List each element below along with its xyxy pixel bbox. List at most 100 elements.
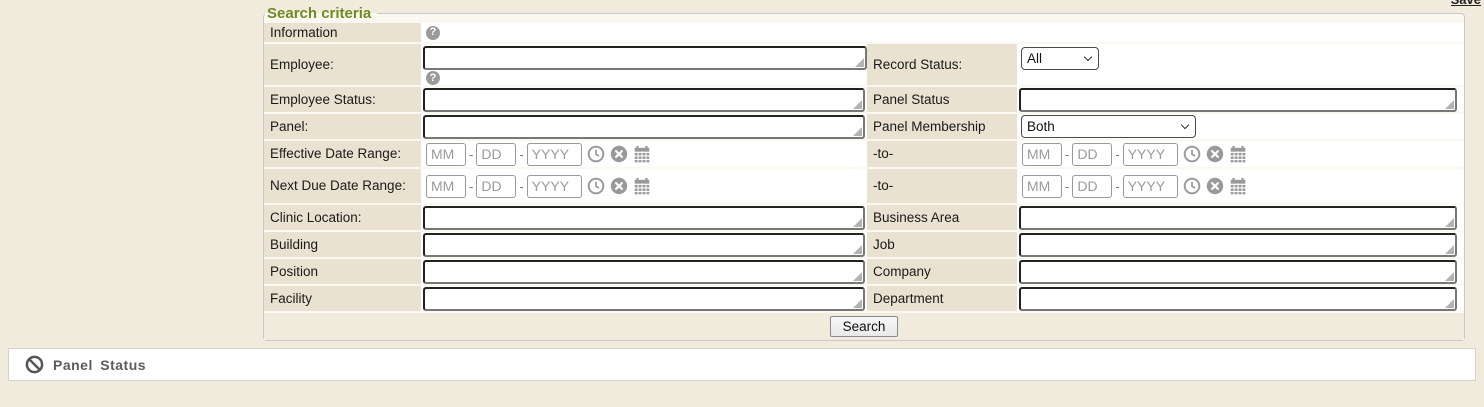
employee-input[interactable] [423, 46, 867, 70]
employee-row: Employee: ? Record Status: All [264, 44, 1464, 87]
building-input[interactable] [423, 232, 865, 257]
clock-icon[interactable] [587, 177, 605, 195]
date-range-inputs: - - [426, 174, 651, 198]
information-content: ? [421, 23, 1464, 42]
resize-grip[interactable] [1445, 217, 1454, 227]
date-separator: - [469, 178, 474, 194]
resize-grip[interactable] [853, 244, 862, 254]
company-input[interactable] [1019, 259, 1457, 284]
month-input[interactable] [1022, 142, 1062, 166]
clear-icon[interactable] [610, 177, 628, 195]
employee-label: Employee: [264, 44, 421, 85]
resize-grip[interactable] [1445, 271, 1454, 281]
calendar-icon[interactable] [633, 145, 651, 163]
calendar-icon[interactable] [1229, 177, 1247, 195]
save-link-clipped: Save [1451, 0, 1481, 9]
date-separator: - [1115, 178, 1120, 194]
panel-status-section-header[interactable]: Panel Status [8, 348, 1476, 381]
panel-label: Panel: [264, 114, 421, 139]
resize-grip[interactable] [1445, 244, 1454, 254]
year-input[interactable] [1122, 174, 1178, 198]
resize-grip[interactable] [1445, 99, 1454, 109]
resize-grip[interactable] [853, 298, 862, 308]
panel-input[interactable] [423, 114, 865, 139]
help-icon[interactable]: ? [426, 25, 440, 40]
record-status-label: Record Status: [867, 44, 1017, 85]
panel-status-cell [1017, 87, 1464, 112]
date-separator: - [1065, 178, 1070, 194]
day-input[interactable] [1072, 174, 1113, 198]
calendar-icon[interactable] [633, 177, 651, 195]
position-cell [421, 259, 867, 284]
search-button[interactable]: Search [829, 316, 899, 337]
effective-date-range-label: Effective Date Range: [264, 141, 421, 167]
job-cell [1017, 232, 1464, 257]
panel-input-cell [421, 114, 867, 139]
clinic-location-input[interactable] [423, 205, 865, 230]
panel-status-section-title: Panel Status [53, 356, 147, 373]
clear-icon[interactable] [1206, 177, 1224, 195]
year-input[interactable] [526, 142, 582, 166]
panel-status-input[interactable] [1019, 87, 1457, 112]
date-separator: - [1115, 146, 1120, 162]
effective-date-from-cell: - - [421, 141, 867, 167]
building-cell [421, 232, 867, 257]
panel-membership-label: Panel Membership [867, 114, 1017, 139]
day-input[interactable] [476, 142, 517, 166]
date-range-inputs: - - [1022, 174, 1247, 198]
job-input[interactable] [1019, 232, 1457, 257]
panel-row: Panel: Panel Membership Both [264, 114, 1464, 141]
employee-status-input[interactable] [423, 87, 865, 112]
help-icon[interactable]: ? [426, 71, 440, 85]
facility-input[interactable] [423, 286, 865, 311]
clear-icon[interactable] [610, 145, 628, 163]
to-separator-label: -to- [867, 169, 1017, 203]
date-separator: - [519, 178, 524, 194]
year-input[interactable] [526, 174, 582, 198]
panel-membership-select[interactable]: Both [1021, 115, 1196, 138]
department-input[interactable] [1019, 286, 1457, 311]
next-due-date-from-cell: - - [421, 169, 867, 203]
business-area-input[interactable] [1019, 205, 1457, 230]
resize-grip[interactable] [853, 126, 862, 136]
next-due-date-range-label: Next Due Date Range: [264, 169, 421, 203]
clinic-location-row: Clinic Location: Business Area [264, 205, 1464, 232]
record-status-select[interactable]: All [1021, 47, 1099, 70]
company-label: Company [867, 259, 1017, 284]
next-due-date-to-cell: - - [1017, 169, 1464, 203]
clear-icon[interactable] [1206, 145, 1224, 163]
resize-grip[interactable] [1445, 298, 1454, 308]
clock-icon[interactable] [587, 145, 605, 163]
search-criteria-panel: Search criteria Information ? Employee: … [263, 6, 1465, 341]
employee-status-label: Employee Status: [264, 87, 421, 112]
facility-row: Facility Department [264, 286, 1464, 313]
day-input[interactable] [476, 174, 517, 198]
resize-grip[interactable] [855, 58, 864, 67]
position-input[interactable] [423, 259, 865, 284]
employee-status-cell [421, 87, 867, 112]
clock-icon[interactable] [1183, 145, 1201, 163]
resize-grip[interactable] [853, 99, 862, 109]
position-label: Position [264, 259, 421, 284]
clinic-location-cell [421, 205, 867, 230]
panel-status-label: Panel Status [867, 87, 1017, 112]
day-input[interactable] [1072, 142, 1113, 166]
calendar-icon[interactable] [1229, 145, 1247, 163]
month-input[interactable] [426, 142, 466, 166]
blocked-icon [25, 355, 44, 374]
resize-grip[interactable] [853, 217, 862, 227]
resize-grip[interactable] [853, 271, 862, 281]
clock-icon[interactable] [1183, 177, 1201, 195]
business-area-label: Business Area [867, 205, 1017, 230]
year-input[interactable] [1122, 142, 1178, 166]
month-input[interactable] [1022, 174, 1062, 198]
record-status-cell: All [1017, 44, 1464, 85]
building-row: Building Job [264, 232, 1464, 259]
to-separator-label: -to- [867, 141, 1017, 167]
date-separator: - [519, 146, 524, 162]
save-link[interactable]: Save [1451, 0, 1481, 7]
building-label: Building [264, 232, 421, 257]
facility-cell [421, 286, 867, 311]
search-button-row: Search [264, 313, 1464, 340]
month-input[interactable] [426, 174, 466, 198]
